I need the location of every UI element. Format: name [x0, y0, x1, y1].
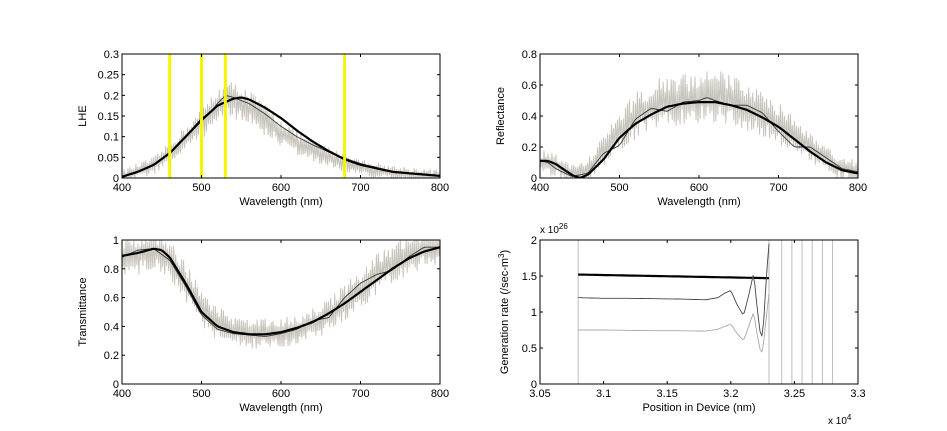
y-axis-label: Generation rate (/sec-m3)	[497, 250, 512, 374]
y-axis-label: LHE	[77, 105, 89, 126]
x-axis-label: Wavelength (nm)	[239, 196, 322, 208]
x-tick-label: 500	[192, 182, 210, 194]
series-line-noisy	[122, 240, 440, 349]
x-tick-label: 3.25	[784, 388, 805, 400]
x-tick-label: 400	[113, 182, 131, 194]
y-tick-label: 0.8	[522, 49, 537, 61]
x-tick-label: 3.05	[529, 388, 550, 400]
x-tick-label: 600	[272, 388, 290, 400]
series-line-noisy	[122, 82, 440, 178]
y-tick-label: 0	[113, 173, 119, 185]
x-tick-label: 3.1	[596, 388, 611, 400]
plot-area	[540, 240, 858, 384]
y-tick-label: 0.25	[98, 70, 119, 82]
x-tick-label: 600	[690, 182, 708, 194]
y-tick-label: 0.4	[522, 111, 537, 123]
x-axis-label: Wavelength (nm)	[239, 402, 322, 414]
x-tick-label: 600	[272, 182, 290, 194]
y-tick-label: 0.5	[522, 343, 537, 355]
x-tick-label: 700	[351, 182, 369, 194]
y-tick-label: 0.2	[522, 142, 537, 154]
plot-data	[122, 240, 440, 349]
y-tick-label: 0.1	[104, 132, 119, 144]
y-tick-label: 0	[113, 379, 119, 391]
series-line-thin	[578, 293, 770, 353]
plot-area	[540, 54, 858, 178]
x-axis-label: Wavelength (nm)	[657, 196, 740, 208]
reflectance-panel: 400 500 600 700 800 0 0.2 0.4 0.6 0.8 Wavelength (…	[495, 49, 867, 208]
series-line-bold	[540, 101, 858, 178]
series-line-bold	[122, 96, 440, 178]
x-tick-label: 3.3	[850, 388, 865, 400]
y-axis-label: Transmittance	[77, 277, 89, 346]
x-multiplier: x 104	[828, 413, 852, 428]
y-tick-label: 0.8	[104, 264, 119, 276]
x-tick-label: 700	[351, 388, 369, 400]
x-tick-label: 800	[849, 182, 867, 194]
x-tick-label: 700	[769, 182, 787, 194]
y-multiplier: x 1026	[540, 222, 568, 237]
plot-data	[122, 54, 440, 178]
y-tick-label: 0	[531, 173, 537, 185]
x-tick-label: 400	[531, 182, 549, 194]
y-axis-label-exponent: 3	[497, 253, 506, 258]
x-tick-label: 3.15	[656, 388, 677, 400]
plot-data	[577, 240, 834, 384]
y-tick-label: 0.6	[522, 80, 537, 92]
series-line-noisy	[540, 71, 858, 178]
x-tick-label: 400	[113, 388, 131, 400]
y-tick-label: 1	[113, 235, 119, 247]
y-tick-label: 2	[531, 235, 537, 247]
x-tick-label: 800	[431, 388, 449, 400]
lhe-panel: 400 500 600 700 800 0 0.05 0.1 0.15 0.2 0.25 0.3 Wav…	[77, 49, 449, 208]
y-tick-label: 1	[531, 307, 537, 319]
y-tick-label: 0	[531, 379, 537, 391]
x-tick-label: 500	[610, 182, 628, 194]
y-tick-label: 0.15	[98, 111, 119, 123]
x-tick-label: 3.2	[723, 388, 738, 400]
y-tick-label: 0.05	[98, 152, 119, 164]
y-tick-label: 0.2	[104, 90, 119, 102]
y-axis-label: Reflectance	[495, 87, 507, 145]
plot-data	[540, 71, 858, 178]
generation-rate-panel: 3.05 3.1 3.15 3.2 3.25 3.3 0 0.5 1 1.5 2 Position i…	[497, 222, 866, 428]
transmittance-panel: 400 500 600 700 800 0 0.2 0.4 0.6 0.8 1 Wavelength …	[77, 235, 449, 414]
y-tick-label: 0.3	[104, 49, 119, 61]
x-tick-label: 800	[431, 182, 449, 194]
y-axis-label-tail: )	[499, 250, 511, 254]
series-line-thin	[578, 243, 770, 337]
y-tick-label: 0.4	[104, 321, 119, 333]
y-multiplier-exponent: 26	[559, 222, 568, 231]
x-axis-label: Position in Device (nm)	[642, 402, 755, 414]
series-line-bold	[578, 273, 770, 280]
y-tick-label: 1.5	[522, 271, 537, 283]
series-line-bold	[122, 246, 440, 336]
x-tick-label: 500	[192, 388, 210, 400]
y-tick-label: 0.6	[104, 293, 119, 305]
x-multiplier-exponent: 4	[847, 413, 852, 422]
y-tick-label: 0.2	[104, 350, 119, 362]
